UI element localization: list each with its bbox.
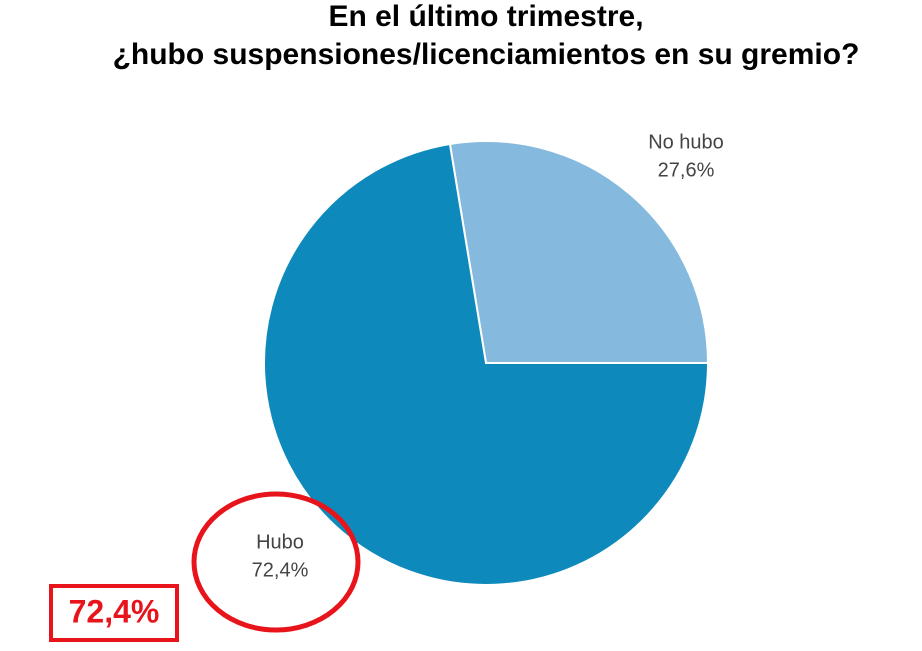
annotation: 72,4% [69,593,160,629]
slice-label: Hubo [256,531,304,553]
pie-slice [263,142,710,586]
chart-title: ¿hubo suspensiones/licenciamientos en su… [113,38,860,71]
chart-title: En el último trimestre, [328,0,643,33]
slice-value-label: 27,6% [658,159,715,181]
pie [263,140,710,586]
pie-slice [448,140,710,364]
highlight-ellipse [191,491,361,633]
slice-label: No hubo [648,131,724,153]
highlight-box [49,584,179,642]
slice-value-label: 72,4% [252,559,309,581]
